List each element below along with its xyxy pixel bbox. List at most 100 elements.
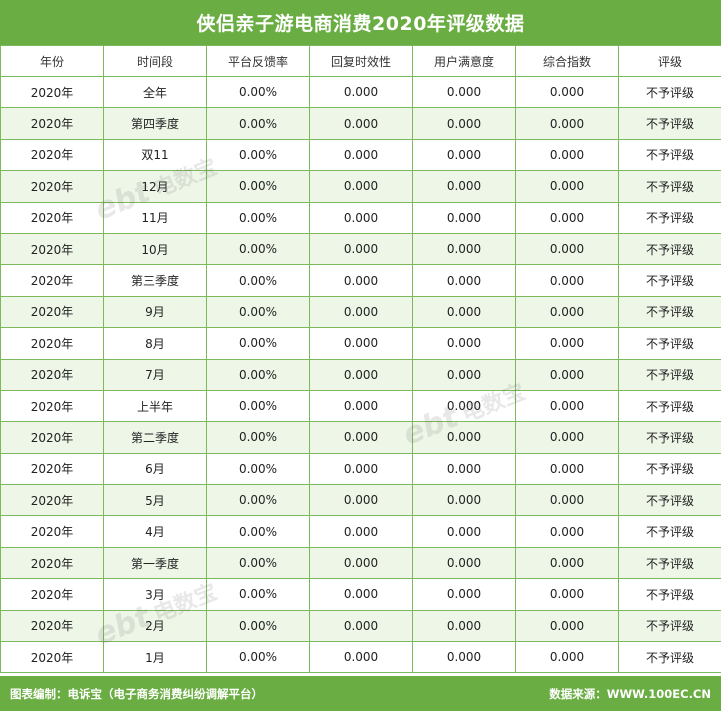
cell-reply-timeliness: 0.000 — [309, 201, 413, 234]
cell-reply-timeliness: 0.000 — [309, 107, 413, 140]
cell-reply-timeliness: 0.000 — [309, 389, 413, 423]
cell-year: 2020年 — [0, 389, 104, 423]
cell-rating: 不予评级 — [618, 138, 721, 172]
cell-composite-index: 0.000 — [515, 609, 619, 643]
table-body: 2020年 全年 0.00% 0.000 0.000 0.000 不予评级 2020年 第四季度… — [0, 75, 721, 674]
cell-reply-timeliness: 0.000 — [309, 75, 413, 109]
table-row: 2020年 第四季度 0.00% 0.000 0.000 0.000 不予评级 — [0, 107, 721, 140]
cell-composite-index: 0.000 — [515, 358, 619, 391]
column-header-feedback-rate: 平台反馈率 — [206, 45, 310, 77]
cell-composite-index: 0.000 — [515, 641, 619, 674]
cell-user-satisfaction: 0.000 — [412, 75, 516, 109]
cell-rating: 不予评级 — [618, 107, 721, 140]
cell-feedback-rate: 0.00% — [206, 201, 310, 234]
cell-feedback-rate: 0.00% — [206, 295, 310, 329]
cell-rating: 不予评级 — [618, 201, 721, 234]
cell-user-satisfaction: 0.000 — [412, 358, 516, 391]
column-header-rating: 评级 — [618, 45, 721, 77]
cell-rating: 不予评级 — [618, 421, 721, 454]
cell-year: 2020年 — [0, 232, 104, 266]
table-row: 2020年 4月 0.00% 0.000 0.000 0.000 不予评级 — [0, 515, 721, 548]
cell-reply-timeliness: 0.000 — [309, 578, 413, 611]
cell-reply-timeliness: 0.000 — [309, 170, 413, 203]
cell-composite-index: 0.000 — [515, 295, 619, 329]
cell-period: 8月 — [103, 327, 207, 360]
cell-user-satisfaction: 0.000 — [412, 327, 516, 360]
cell-reply-timeliness: 0.000 — [309, 609, 413, 643]
rating-table: 年份 时间段 平台反馈率 回复时效性 用户满意度 综合指数 评级 2020年 全年… — [0, 45, 721, 674]
cell-period: 上半年 — [103, 389, 207, 423]
cell-rating: 不予评级 — [618, 515, 721, 548]
footer-credit: 图表编制：电诉宝（电子商务消费纠纷调解平台） — [10, 686, 263, 701]
cell-year: 2020年 — [0, 515, 104, 548]
cell-reply-timeliness: 0.000 — [309, 327, 413, 360]
cell-reply-timeliness: 0.000 — [309, 138, 413, 172]
footer-bar: 图表编制：电诉宝（电子商务消费纠纷调解平台） 数据来源：WWW.100EC.CN — [0, 676, 721, 711]
column-header-user-satisfaction: 用户满意度 — [412, 45, 516, 77]
cell-user-satisfaction: 0.000 — [412, 138, 516, 172]
cell-period: 第三季度 — [103, 264, 207, 297]
cell-year: 2020年 — [0, 107, 104, 140]
cell-rating: 不予评级 — [618, 641, 721, 674]
cell-feedback-rate: 0.00% — [206, 515, 310, 548]
cell-composite-index: 0.000 — [515, 264, 619, 297]
table-row: 2020年 第一季度 0.00% 0.000 0.000 0.000 不予评级 — [0, 546, 721, 580]
page-title: 侠侣亲子游电商消费2020年评级数据 — [0, 0, 721, 45]
cell-feedback-rate: 0.00% — [206, 107, 310, 140]
cell-year: 2020年 — [0, 421, 104, 454]
cell-reply-timeliness: 0.000 — [309, 452, 413, 486]
cell-user-satisfaction: 0.000 — [412, 515, 516, 548]
cell-rating: 不予评级 — [618, 452, 721, 486]
cell-user-satisfaction: 0.000 — [412, 389, 516, 423]
cell-composite-index: 0.000 — [515, 578, 619, 611]
table-row: 2020年 8月 0.00% 0.000 0.000 0.000 不予评级 — [0, 327, 721, 360]
cell-feedback-rate: 0.00% — [206, 327, 310, 360]
cell-rating: 不予评级 — [618, 546, 721, 580]
cell-year: 2020年 — [0, 641, 104, 674]
cell-period: 11月 — [103, 201, 207, 234]
cell-year: 2020年 — [0, 138, 104, 172]
cell-rating: 不予评级 — [618, 484, 721, 517]
footer-source: 数据来源：WWW.100EC.CN — [549, 686, 711, 701]
cell-reply-timeliness: 0.000 — [309, 295, 413, 329]
cell-composite-index: 0.000 — [515, 484, 619, 517]
cell-rating: 不予评级 — [618, 609, 721, 643]
cell-period: 双11 — [103, 138, 207, 172]
cell-user-satisfaction: 0.000 — [412, 264, 516, 297]
cell-period: 第一季度 — [103, 546, 207, 580]
cell-composite-index: 0.000 — [515, 546, 619, 580]
cell-user-satisfaction: 0.000 — [412, 609, 516, 643]
table-row: 2020年 5月 0.00% 0.000 0.000 0.000 不予评级 — [0, 484, 721, 517]
cell-feedback-rate: 0.00% — [206, 421, 310, 454]
cell-feedback-rate: 0.00% — [206, 232, 310, 266]
cell-composite-index: 0.000 — [515, 138, 619, 172]
cell-feedback-rate: 0.00% — [206, 358, 310, 391]
table-row: 2020年 11月 0.00% 0.000 0.000 0.000 不予评级 — [0, 201, 721, 234]
cell-rating: 不予评级 — [618, 389, 721, 423]
cell-year: 2020年 — [0, 609, 104, 643]
cell-period: 3月 — [103, 578, 207, 611]
cell-year: 2020年 — [0, 578, 104, 611]
cell-rating: 不予评级 — [618, 578, 721, 611]
table-row: 2020年 9月 0.00% 0.000 0.000 0.000 不予评级 — [0, 295, 721, 329]
cell-rating: 不予评级 — [618, 170, 721, 203]
cell-period: 9月 — [103, 295, 207, 329]
cell-reply-timeliness: 0.000 — [309, 264, 413, 297]
table-row: 2020年 12月 0.00% 0.000 0.000 0.000 不予评级 — [0, 170, 721, 203]
cell-reply-timeliness: 0.000 — [309, 358, 413, 391]
cell-year: 2020年 — [0, 452, 104, 486]
cell-period: 1月 — [103, 641, 207, 674]
cell-feedback-rate: 0.00% — [206, 578, 310, 611]
cell-feedback-rate: 0.00% — [206, 170, 310, 203]
cell-year: 2020年 — [0, 75, 104, 109]
cell-year: 2020年 — [0, 484, 104, 517]
table-header-row: 年份 时间段 平台反馈率 回复时效性 用户满意度 综合指数 评级 — [0, 45, 721, 77]
cell-user-satisfaction: 0.000 — [412, 641, 516, 674]
table-row: 2020年 第三季度 0.00% 0.000 0.000 0.000 不予评级 — [0, 264, 721, 297]
cell-year: 2020年 — [0, 264, 104, 297]
cell-period: 6月 — [103, 452, 207, 486]
table-row: 2020年 3月 0.00% 0.000 0.000 0.000 不予评级 — [0, 578, 721, 611]
cell-rating: 不予评级 — [618, 232, 721, 266]
cell-rating: 不予评级 — [618, 264, 721, 297]
cell-period: 12月 — [103, 170, 207, 203]
